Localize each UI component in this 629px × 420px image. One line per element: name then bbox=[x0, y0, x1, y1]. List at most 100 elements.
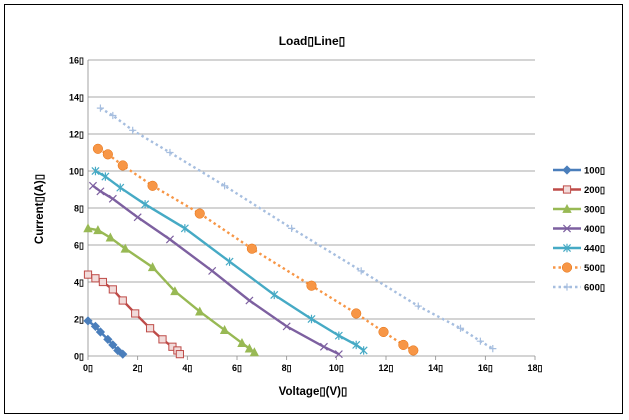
y-tick-label: 16▯ bbox=[69, 56, 84, 66]
legend-marker bbox=[562, 243, 572, 253]
data-point bbox=[102, 149, 113, 160]
data-point bbox=[91, 166, 100, 176]
data-point bbox=[118, 296, 127, 305]
legend-item-6: 500▯ bbox=[553, 262, 605, 274]
x-tick-label: 6▯ bbox=[232, 363, 242, 373]
data-point bbox=[129, 126, 137, 134]
data-point bbox=[96, 187, 105, 196]
data-point bbox=[141, 200, 150, 209]
chart-frame: Load▯Line▯ Voltage▯(V)▯ Current▯(A)▯ 0▯ 2… bbox=[4, 4, 623, 414]
data-point bbox=[145, 324, 155, 333]
series-3 bbox=[83, 223, 260, 357]
data-point bbox=[96, 104, 105, 112]
data-point bbox=[108, 340, 118, 350]
data-point bbox=[83, 316, 93, 326]
data-point bbox=[351, 308, 362, 319]
grid-layer bbox=[88, 59, 535, 320]
series-2 bbox=[83, 270, 184, 359]
data-point bbox=[408, 345, 419, 356]
x-tick-label: 8▯ bbox=[282, 363, 292, 373]
data-point bbox=[352, 340, 361, 350]
data-point bbox=[319, 342, 328, 351]
data-point bbox=[88, 181, 97, 190]
series-5 bbox=[91, 166, 368, 355]
legend-item-4: 400▯ bbox=[553, 224, 605, 235]
data-point bbox=[158, 335, 167, 344]
data-point bbox=[170, 286, 180, 296]
data-point bbox=[244, 343, 255, 353]
data-point bbox=[208, 266, 217, 275]
legend-label: 300▯ bbox=[584, 205, 605, 216]
data-point bbox=[83, 223, 93, 233]
x-tick-label: 0▯ bbox=[83, 363, 93, 373]
data-point bbox=[83, 270, 93, 279]
data-point bbox=[414, 302, 422, 310]
y-tick-label: 14▯ bbox=[69, 93, 84, 103]
data-point bbox=[220, 182, 229, 190]
legend-label: 600▯ bbox=[584, 283, 605, 294]
legend-item-7: 600▯ bbox=[553, 283, 605, 294]
y-axis-label: Current▯(A)▯ bbox=[34, 174, 46, 244]
data-point bbox=[90, 321, 101, 332]
x-tick-label: 10▯ bbox=[329, 363, 344, 373]
data-point bbox=[249, 347, 260, 357]
series-layer bbox=[83, 104, 497, 359]
data-point bbox=[237, 338, 247, 347]
data-point bbox=[306, 280, 317, 291]
data-point bbox=[103, 334, 113, 344]
data-point bbox=[288, 224, 296, 232]
data-point bbox=[95, 327, 106, 337]
data-point bbox=[175, 350, 184, 359]
data-point bbox=[120, 243, 130, 253]
data-point bbox=[118, 349, 128, 359]
legend-marker bbox=[562, 165, 572, 175]
data-point bbox=[147, 180, 158, 191]
y-tick-label: 12▯ bbox=[69, 130, 84, 140]
series-line bbox=[92, 184, 340, 356]
data-point bbox=[108, 285, 117, 294]
legend-item-5: 440▯ bbox=[553, 244, 605, 255]
data-point bbox=[476, 337, 484, 345]
data-point bbox=[108, 194, 117, 203]
data-point bbox=[98, 277, 108, 287]
y-tick-label: 4▯ bbox=[74, 278, 84, 288]
data-point bbox=[282, 322, 291, 331]
data-point bbox=[101, 172, 110, 181]
x-tick-label: 4▯ bbox=[182, 363, 192, 373]
data-point bbox=[92, 143, 103, 154]
data-point bbox=[334, 331, 343, 340]
data-point bbox=[378, 326, 389, 338]
data-point bbox=[133, 213, 142, 222]
data-point bbox=[398, 339, 409, 350]
legend-item-2: 200▯ bbox=[553, 185, 605, 196]
y-tick-label: 0▯ bbox=[74, 352, 84, 362]
data-point bbox=[105, 232, 116, 242]
legend-marker bbox=[562, 224, 572, 233]
data-point bbox=[270, 290, 279, 300]
data-point bbox=[195, 306, 205, 316]
data-point bbox=[359, 346, 368, 355]
y-tick-label: 10▯ bbox=[69, 167, 84, 177]
data-point bbox=[109, 111, 117, 120]
series-7 bbox=[96, 104, 497, 353]
legend-label: 400▯ bbox=[584, 224, 605, 235]
legend-marker bbox=[562, 203, 572, 213]
x-tick-label: 16▯ bbox=[478, 363, 493, 373]
data-point bbox=[456, 324, 465, 332]
data-point bbox=[180, 224, 189, 233]
data-point bbox=[307, 314, 316, 324]
x-tick-label: 12▯ bbox=[379, 363, 394, 373]
data-point bbox=[225, 257, 234, 266]
data-point bbox=[245, 296, 254, 305]
data-point bbox=[357, 267, 365, 275]
data-point bbox=[334, 350, 343, 359]
legend-marker bbox=[561, 262, 573, 273]
chart-title: Load▯Line▯ bbox=[279, 34, 346, 48]
legend-marker bbox=[562, 185, 572, 194]
data-point bbox=[489, 345, 497, 353]
y-tick-label: 6▯ bbox=[74, 241, 84, 251]
series-line bbox=[99, 107, 494, 350]
legend: 100▯ 200▯ 300▯ 400▯ 440▯ 500▯ 600▯ bbox=[553, 165, 605, 294]
x-tick-label: 2▯ bbox=[133, 363, 143, 373]
data-point bbox=[194, 208, 205, 219]
